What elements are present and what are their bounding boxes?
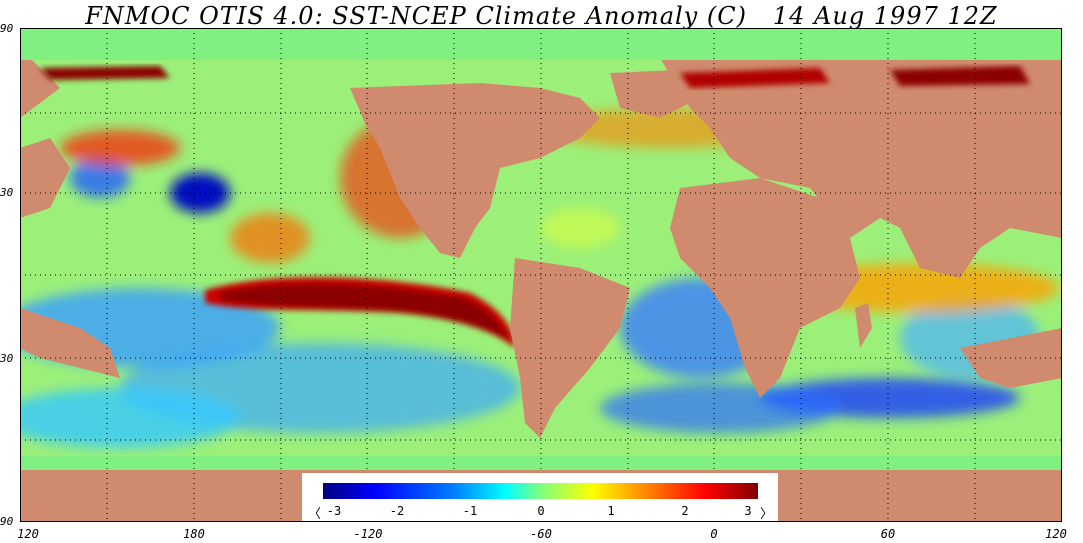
- lat-label-30s: 30: [0, 352, 14, 365]
- lon-label-60w: -60: [530, 527, 552, 541]
- colorbar-tick: -1: [462, 504, 478, 518]
- lon-label-120e: 120: [17, 527, 39, 541]
- map-title: FNMOC OTIS 4.0: SST-NCEP Climate Anomaly…: [85, 2, 998, 30]
- lat-label-90s: 90: [0, 515, 14, 528]
- graticule: [20, 28, 1062, 522]
- lat-label-90n: 90: [0, 22, 14, 35]
- colorbar-tick: 1: [607, 504, 615, 518]
- lon-label-120w: -120: [353, 527, 383, 541]
- colorbar-tick: 3: [744, 504, 752, 518]
- colorbar-tick: 2: [681, 504, 689, 518]
- colorbar-tick: -2: [389, 504, 405, 518]
- lon-label-180: 180: [183, 527, 205, 541]
- colorbar-gradient: [323, 483, 758, 499]
- colorbar-tick: 0: [537, 504, 545, 518]
- sst-anomaly-map: [20, 28, 1062, 522]
- colorbar-left-arrow: 〈: [308, 507, 322, 522]
- colorbar-right-arrow: 〉: [760, 507, 774, 522]
- lat-label-30n: 30: [0, 186, 14, 199]
- colorbar-tick: -3: [326, 504, 342, 518]
- lon-label-120e-right: 120: [1045, 527, 1067, 541]
- lon-label-60e: 60: [880, 527, 896, 541]
- colorbar-legend: 〈 〉 -3 -2 -1 0 1 2 3: [302, 473, 778, 522]
- lon-label-0: 0: [710, 527, 718, 541]
